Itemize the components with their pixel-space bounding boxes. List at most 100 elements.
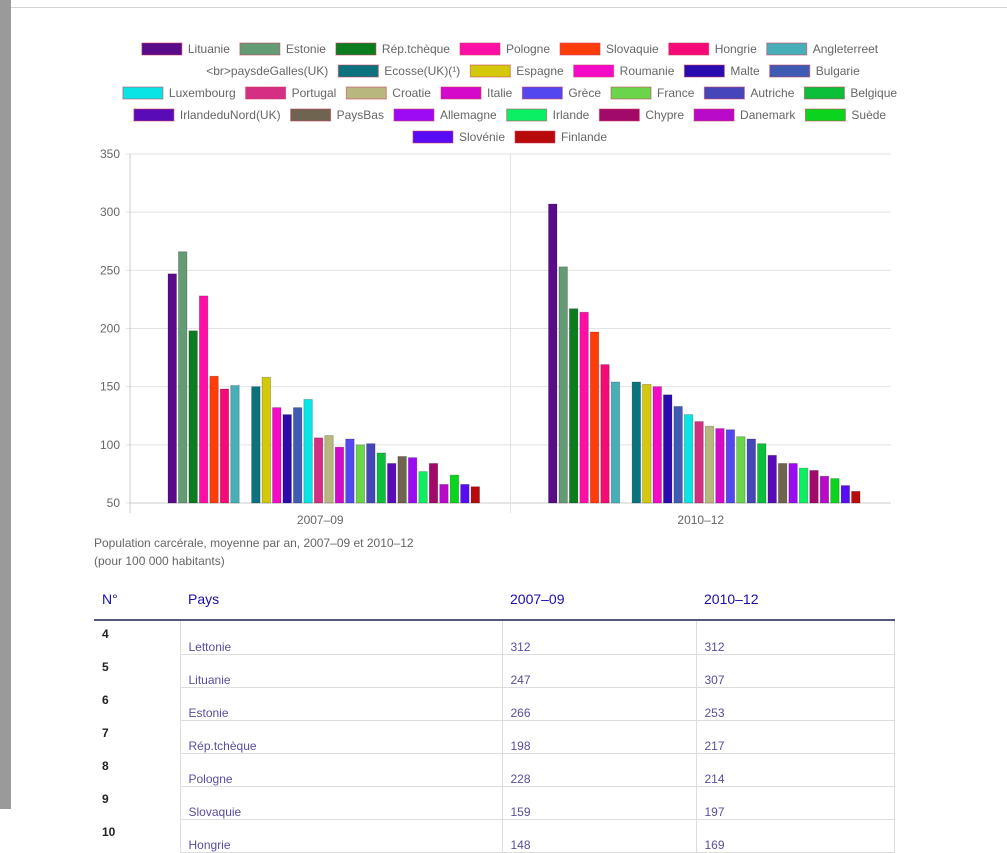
legend-label: Slovaquie <box>606 42 659 56</box>
header-num[interactable]: N° <box>94 579 180 621</box>
value-2007-09-cell: 266 <box>502 687 697 721</box>
table-row: 8 Pologne 228 214 <box>94 753 895 787</box>
legend-label: Luxembourg <box>169 86 236 100</box>
legend-swatch <box>514 130 556 144</box>
bar-0-25 <box>428 463 439 504</box>
bar-0-14 <box>313 437 324 504</box>
bar-0-28 <box>460 483 470 504</box>
chart-caption: Population carcérale, moyenne par an, 20… <box>94 534 414 570</box>
legend-label: Irlande <box>553 108 590 122</box>
bar-1-9 <box>642 383 652 504</box>
table-row: 6 Estonie 266 253 <box>94 687 895 721</box>
country-cell: Pologne <box>179 753 503 787</box>
legend-label: Roumanie <box>620 64 675 78</box>
bar-1-5 <box>600 364 610 504</box>
y-tick-label: 250 <box>100 263 120 277</box>
bar-1-20 <box>757 443 767 504</box>
legend-label: Rép.tchèque <box>382 42 450 56</box>
table-row: 4 Lettonie 312 312 <box>94 620 895 655</box>
value-2010-12-cell: 214 <box>696 753 895 787</box>
caption-line-2: (pour 100 000 habitants) <box>94 554 225 568</box>
table-row: 7 Rép.tchèque 198 217 <box>94 720 895 754</box>
legend-swatch <box>610 86 652 100</box>
bar-1-18 <box>736 436 746 504</box>
y-tick-label: 50 <box>107 496 121 510</box>
value-2007-09-cell: 228 <box>502 753 697 787</box>
bar-chart: 50 100 150 200 250 300 350 2007–09 2010–12 Lituan… <box>100 42 897 527</box>
page-top-border <box>11 0 1007 8</box>
legend-label: Danemark <box>740 108 796 122</box>
legend-swatch <box>598 108 640 122</box>
country-cell: Estonie <box>179 687 503 721</box>
legend-label: PaysBas <box>337 108 384 122</box>
legend-swatch <box>703 86 745 100</box>
bar-0-2 <box>188 330 198 504</box>
legend-swatch <box>412 130 454 144</box>
legend-label: Autriche <box>750 86 794 100</box>
legend-label: France <box>657 86 695 100</box>
header-2007-09[interactable]: 2007–09 <box>502 579 696 621</box>
legend-swatch <box>521 86 563 100</box>
legend-swatch <box>506 108 548 122</box>
bar-0-21 <box>387 463 397 504</box>
y-tick-label: 150 <box>100 380 120 394</box>
legend-swatch <box>559 42 601 56</box>
legend-swatch <box>804 108 846 122</box>
row-number: 5 <box>102 660 109 674</box>
bar-0-24 <box>418 471 428 504</box>
legend-label: Lituanie <box>188 42 230 56</box>
legend-swatch <box>769 64 811 78</box>
bar-1-21 <box>767 454 777 504</box>
bar-0-18 <box>355 444 366 504</box>
bar-0-8 <box>251 386 261 504</box>
y-tick-label: 200 <box>100 322 120 336</box>
bar-0-4 <box>209 375 219 504</box>
legend-swatch <box>803 86 845 100</box>
table-row: 5 Lituanie 247 307 <box>94 654 895 688</box>
bar-0-29 <box>470 486 480 504</box>
bar-0-15 <box>324 435 334 504</box>
bar-0-22 <box>397 456 407 504</box>
bar-0-6 <box>230 385 240 504</box>
data-table: N° Pays 2007–09 2010–12 4 Lettonie 312 312 5… <box>94 579 895 853</box>
legend-label: Malte <box>730 64 760 78</box>
legend-swatch <box>459 42 501 56</box>
bar-1-12 <box>673 406 683 504</box>
bar-0-5 <box>219 388 230 504</box>
legend-swatch <box>133 108 175 122</box>
bar-0-19 <box>366 443 376 504</box>
legend-label: Pologne <box>506 42 550 56</box>
bar-1-14 <box>694 421 704 504</box>
bar-0-27 <box>449 474 460 504</box>
legend-label: Estonie <box>286 42 326 56</box>
bar-0-17 <box>345 438 355 504</box>
value-2007-09-cell: 247 <box>502 654 697 688</box>
x-tick-label: 2010–12 <box>677 513 724 527</box>
value-2007-09-cell: 159 <box>502 786 697 820</box>
country-cell: Slovaquie <box>179 786 503 820</box>
legend-swatch <box>573 64 615 78</box>
bar-0-13 <box>303 399 313 504</box>
header-country[interactable]: Pays <box>180 579 502 621</box>
bar-1-29 <box>851 490 861 504</box>
y-tick-label: 300 <box>100 205 120 219</box>
bar-0-12 <box>292 407 303 504</box>
header-2010-12[interactable]: 2010–12 <box>696 579 895 621</box>
legend-label: Slovénie <box>459 130 505 144</box>
legend-swatch <box>245 86 287 100</box>
legend-label: <br>paysdeGalles(UK) <box>206 64 328 78</box>
bar-1-13 <box>683 414 694 504</box>
value-2010-12-cell: 253 <box>696 687 895 721</box>
bar-1-6 <box>610 381 621 504</box>
bar-1-16 <box>715 428 725 504</box>
bar-1-4 <box>589 331 600 504</box>
row-number: 7 <box>102 726 109 740</box>
bar-0-0 <box>167 273 177 504</box>
legend-label: Allemagne <box>440 108 497 122</box>
legend-swatch <box>335 42 377 56</box>
bar-1-10 <box>652 386 662 504</box>
value-2010-12-cell: 307 <box>696 654 895 688</box>
bar-1-1 <box>558 266 568 504</box>
bar-1-3 <box>579 311 589 504</box>
country-cell: Lituanie <box>179 654 503 688</box>
